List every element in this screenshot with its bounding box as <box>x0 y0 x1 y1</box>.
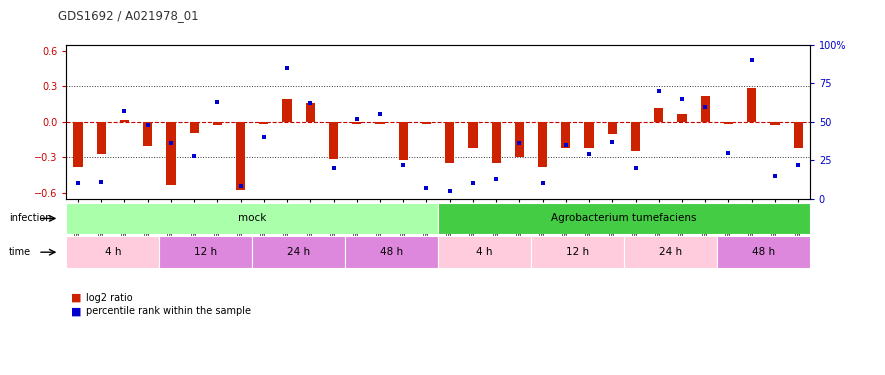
Point <box>791 162 805 168</box>
Point <box>651 88 666 94</box>
Point <box>558 142 573 148</box>
Text: 12 h: 12 h <box>194 247 218 257</box>
Bar <box>96 122 106 154</box>
Point <box>187 153 201 159</box>
Point <box>211 99 225 105</box>
Text: log2 ratio: log2 ratio <box>86 293 133 303</box>
Text: Agrobacterium tumefaciens: Agrobacterium tumefaciens <box>551 213 696 223</box>
Bar <box>236 122 245 190</box>
Bar <box>398 122 408 160</box>
Bar <box>608 122 617 134</box>
Text: time: time <box>9 247 31 257</box>
Text: ■: ■ <box>71 293 81 303</box>
Bar <box>701 96 710 122</box>
Bar <box>491 122 501 163</box>
Point <box>512 140 527 146</box>
Bar <box>159 236 252 268</box>
Bar <box>189 122 199 132</box>
Point <box>442 188 457 194</box>
Point <box>721 150 735 156</box>
Text: 4 h: 4 h <box>104 247 121 257</box>
Bar <box>438 236 531 268</box>
Point <box>327 165 341 171</box>
Point <box>675 96 689 102</box>
Bar <box>212 122 222 125</box>
Point <box>466 180 480 186</box>
Point <box>419 185 434 191</box>
Text: 24 h: 24 h <box>658 247 682 257</box>
Point <box>628 165 643 171</box>
Point <box>280 65 294 71</box>
Point <box>605 139 620 145</box>
Bar <box>515 122 524 158</box>
Bar <box>282 99 292 122</box>
Bar <box>345 236 438 268</box>
Bar <box>252 236 345 268</box>
Bar <box>119 120 129 122</box>
Text: GDS1692 / A021978_01: GDS1692 / A021978_01 <box>58 9 198 22</box>
Text: 4 h: 4 h <box>476 247 493 257</box>
Point <box>118 108 132 114</box>
Point <box>535 180 550 186</box>
Bar <box>422 122 431 124</box>
Text: 24 h: 24 h <box>287 247 311 257</box>
Point <box>698 104 712 110</box>
Bar <box>631 122 640 152</box>
Point <box>164 140 178 146</box>
Text: 48 h: 48 h <box>751 247 775 257</box>
Bar <box>561 122 571 148</box>
Point <box>304 100 318 106</box>
Bar <box>66 202 438 234</box>
Text: 12 h: 12 h <box>566 247 589 257</box>
Point <box>234 183 248 189</box>
Bar <box>717 236 810 268</box>
Bar <box>624 236 717 268</box>
Point <box>489 176 504 182</box>
Point <box>744 57 758 63</box>
Point <box>373 111 387 117</box>
Point <box>350 116 364 122</box>
Bar <box>770 122 780 125</box>
Bar <box>538 122 547 167</box>
Bar <box>584 122 594 148</box>
Point <box>94 179 108 185</box>
Bar <box>747 88 757 122</box>
Point <box>257 134 271 140</box>
Point <box>582 151 596 157</box>
Bar <box>259 122 268 124</box>
Bar <box>468 122 478 148</box>
Bar <box>305 103 315 122</box>
Point <box>768 172 782 179</box>
Text: 48 h: 48 h <box>380 247 404 257</box>
Bar <box>66 236 159 268</box>
Point <box>141 122 155 128</box>
Bar <box>166 122 175 184</box>
Text: percentile rank within the sample: percentile rank within the sample <box>86 306 250 316</box>
Bar <box>143 122 152 146</box>
Bar <box>352 122 361 124</box>
Bar <box>329 122 338 159</box>
Bar <box>438 202 810 234</box>
Bar <box>445 122 454 163</box>
Bar <box>375 122 385 124</box>
Text: ■: ■ <box>71 306 81 316</box>
Bar <box>531 236 624 268</box>
Bar <box>654 108 664 122</box>
Bar <box>794 122 803 148</box>
Point <box>396 162 411 168</box>
Bar <box>724 122 733 124</box>
Bar <box>677 114 687 122</box>
Point <box>71 180 85 186</box>
Text: infection: infection <box>9 213 51 223</box>
Bar <box>73 122 82 167</box>
Text: mock: mock <box>238 213 266 223</box>
